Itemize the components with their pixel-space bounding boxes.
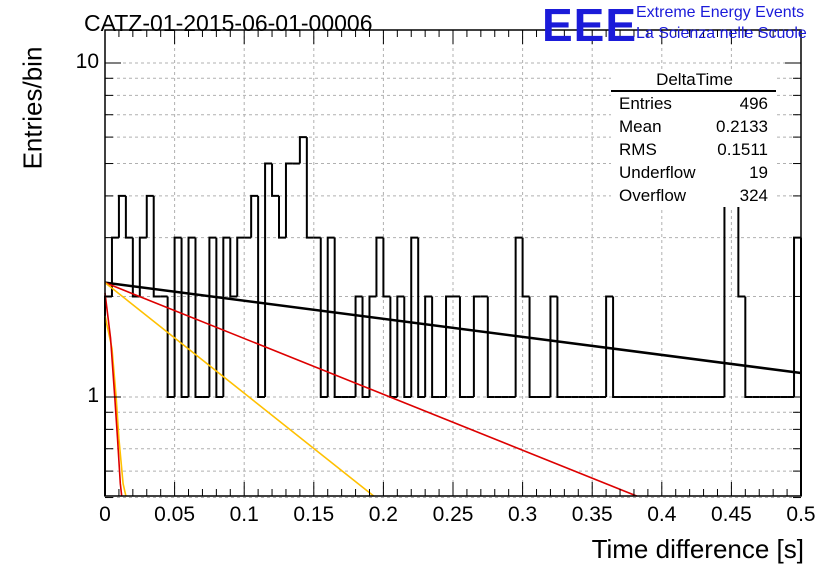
histogram-bin xyxy=(556,296,565,398)
histogram-bin xyxy=(166,296,175,398)
histogram-bin xyxy=(417,237,426,398)
histogram-bin xyxy=(229,237,238,298)
histogram-bin xyxy=(396,295,405,397)
histogram-bin xyxy=(403,296,412,398)
histogram-bin xyxy=(612,296,621,398)
stats-label: Overflow xyxy=(619,185,687,205)
stats-title: DeltaTime xyxy=(611,70,776,92)
histogram-bin xyxy=(431,296,440,398)
stats-value: 0.2133 xyxy=(716,116,768,136)
histogram-bin xyxy=(278,195,286,239)
histogram-bin xyxy=(375,236,384,297)
histogram-bin xyxy=(514,236,523,397)
y-axis-label: Entries/bin xyxy=(17,46,48,170)
histogram-bin xyxy=(410,236,419,397)
histogram-bin xyxy=(605,295,614,397)
stats-value: 19 xyxy=(749,162,768,182)
histogram-bin xyxy=(180,237,189,398)
histogram-bin xyxy=(215,237,224,398)
stats-row-mean: Mean 0.2133 xyxy=(611,115,776,138)
x-tick-label: 0.4 xyxy=(647,503,677,526)
histogram-bin xyxy=(382,237,391,298)
x-tick-label: 0.05 xyxy=(154,503,196,526)
histogram-bin xyxy=(250,194,259,238)
histogram-bin xyxy=(152,195,161,298)
logo-line-1: Extreme Energy Events xyxy=(636,4,805,21)
histogram-bin xyxy=(264,162,273,397)
histogram-bin xyxy=(298,136,307,164)
y-tick-label: 1 xyxy=(87,384,99,407)
histogram-bin xyxy=(389,296,398,398)
histogram-bin xyxy=(521,237,530,298)
fit-line xyxy=(104,292,123,497)
stats-box: DeltaTime Entries 496 Mean 0.2133 RMS 0.… xyxy=(611,70,776,207)
histogram-bin xyxy=(257,195,266,398)
x-tick-label: 0 xyxy=(99,503,111,526)
histogram-bin xyxy=(236,236,245,297)
x-tick-label: 0.45 xyxy=(710,503,752,526)
x-tick-label: 0.5 xyxy=(786,503,816,526)
histogram-bin xyxy=(124,195,133,239)
histogram-bin xyxy=(319,237,328,398)
histogram-bin xyxy=(271,163,279,197)
x-tick-label: 0.2 xyxy=(368,503,398,526)
histogram-bin xyxy=(187,236,196,397)
axes-frame xyxy=(104,29,802,499)
histogram-bin xyxy=(326,236,335,397)
x-tick-label: 0.35 xyxy=(571,503,613,526)
histogram-bin xyxy=(305,137,314,239)
x-tick-label: 0.1 xyxy=(229,503,259,526)
fit-lines xyxy=(104,281,802,497)
stats-value: 496 xyxy=(739,93,768,113)
histogram-bin xyxy=(424,295,433,397)
histogram-bin xyxy=(445,295,453,397)
histogram-bin xyxy=(117,194,126,238)
histogram-bin xyxy=(368,295,377,397)
histogram-bin xyxy=(284,162,293,238)
histogram-bin xyxy=(354,295,363,397)
logo-line-2: La Scienza nelle Scuole xyxy=(636,25,807,42)
stats-label: Underflow xyxy=(619,162,696,182)
eee-logo: EEE xyxy=(542,0,638,51)
histogram-bin xyxy=(222,236,231,397)
stats-row-underflow: Underflow 19 xyxy=(611,161,776,184)
chart-title: CATZ-01-2015-06-01-00006 xyxy=(84,10,373,36)
histogram-bin xyxy=(194,237,203,398)
histogram-bin xyxy=(744,296,753,398)
histogram-bin xyxy=(145,194,154,238)
stats-label: Entries xyxy=(619,93,672,113)
stats-value: 324 xyxy=(739,185,768,205)
histogram-bin xyxy=(472,295,481,397)
histogram-bin xyxy=(361,296,370,398)
fit-line xyxy=(104,281,802,375)
histogram-bin xyxy=(208,236,217,397)
histogram-bin xyxy=(486,296,495,398)
histogram-bin xyxy=(173,236,182,397)
x-tick-label: 0.3 xyxy=(507,503,538,526)
stats-row-rms: RMS 0.1511 xyxy=(611,138,776,161)
stats-value: 0.1511 xyxy=(717,139,768,159)
fit-line xyxy=(104,282,375,497)
histogram-bin xyxy=(138,236,147,297)
x-tick-label: 0.25 xyxy=(432,503,474,526)
histogram-bin xyxy=(458,296,467,398)
y-tick-label: 10 xyxy=(75,50,99,73)
histogram-bin xyxy=(528,296,537,398)
histogram-bin xyxy=(549,295,558,397)
histogram-bin xyxy=(333,237,342,398)
stats-row-entries: Entries 496 xyxy=(611,92,776,115)
x-axis-label: Time difference [s] xyxy=(591,534,804,564)
x-tick-label: 0.15 xyxy=(293,503,335,526)
histogram-bin xyxy=(737,163,746,298)
stats-row-overflow: Overflow 324 xyxy=(611,184,776,207)
stats-label: Mean xyxy=(619,116,662,136)
fit-line xyxy=(104,281,638,497)
stats-label: RMS xyxy=(619,139,657,159)
